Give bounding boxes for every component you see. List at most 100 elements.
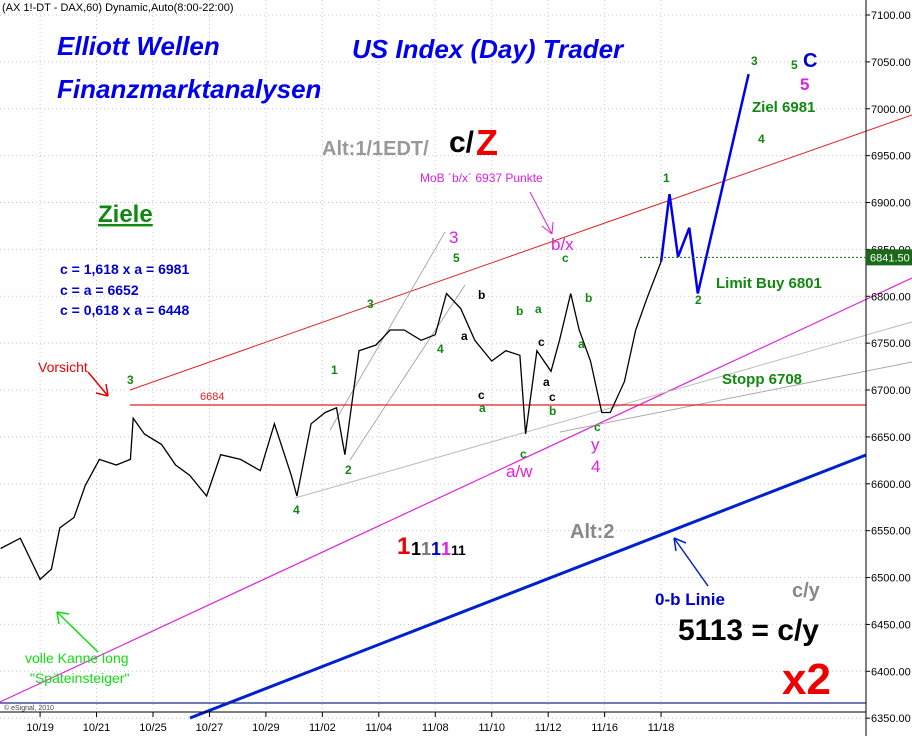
annotation: Stopp 6708 — [722, 371, 802, 388]
annotation: 4 — [591, 457, 600, 476]
arrow — [529, 191, 554, 235]
annotation: 2 — [695, 293, 702, 307]
annotation: c/ — [449, 126, 475, 159]
annotation: 5 — [791, 58, 798, 72]
y-tick-label: 7000.00 — [871, 104, 911, 116]
annotation: c — [538, 335, 545, 349]
y-tick-label: 6750.00 — [871, 338, 911, 350]
annotation: MoB ´b/x´ 6937 Punkte — [420, 171, 543, 185]
annotation: 1 — [441, 539, 451, 559]
annotation: 1 — [421, 539, 431, 559]
y-tick-label: 6550.00 — [871, 526, 911, 538]
plot: 6684 — [0, 73, 866, 581]
y-tick-label: 6900.00 — [871, 198, 911, 210]
annotation: 4 — [437, 342, 444, 356]
annotation: US Index (Day) Trader — [352, 34, 625, 64]
annotation: 1 — [397, 533, 410, 560]
annotation: c — [594, 420, 601, 434]
annotation: 1 — [663, 171, 670, 185]
annotation: y — [591, 435, 600, 454]
annotation: Limit Buy 6801 — [716, 275, 822, 292]
annotation: Ziele — [98, 201, 153, 228]
x-tick-label: 10/19 — [26, 722, 54, 734]
annotation: c — [549, 390, 556, 404]
credit: © eSignal, 2010 — [4, 704, 54, 712]
annotation: b — [585, 291, 592, 305]
annotation: a — [578, 337, 585, 351]
x-tick-label: 11/12 — [535, 722, 562, 734]
x-tick-label: 11/04 — [365, 722, 392, 734]
annotation: volle Kanne long — [25, 650, 129, 666]
y-tick-label: 6400.00 — [871, 666, 911, 678]
annotation: 5113 = c/y — [678, 614, 819, 647]
annotation: Elliott Wellen — [57, 31, 220, 61]
trend-line — [294, 321, 912, 499]
annotation: 4 — [758, 132, 765, 146]
annotation: Alt:1/1EDT/ — [322, 138, 429, 160]
y-tick-label: 7100.00 — [871, 10, 911, 22]
annotation: a — [479, 401, 486, 415]
last-price-box — [866, 249, 912, 266]
annotation: Alt:2 — [570, 521, 614, 543]
annotation: a/w — [506, 462, 533, 481]
annotation: a — [535, 302, 542, 316]
annotation: 3 — [367, 297, 374, 311]
last-price-label: 6841.50 — [870, 252, 910, 264]
annotation: b — [549, 404, 556, 418]
annotation: b/x — [551, 235, 574, 254]
trend-line — [0, 277, 912, 703]
annotation: 11 — [451, 542, 466, 558]
x-tick-label: 10/29 — [252, 722, 280, 734]
annotation: c/y — [792, 580, 821, 602]
annotation: 3 — [127, 373, 134, 387]
annotation: "Späteinsteiger" — [30, 670, 129, 686]
arrow — [87, 371, 109, 397]
x-tick-label: 10/27 — [196, 722, 224, 734]
annotation: b — [516, 304, 523, 318]
y-tick-label: 6350.00 — [871, 713, 911, 725]
annotation: 3 — [449, 228, 458, 247]
x-tick-label: 10/25 — [139, 722, 167, 734]
y-tick-label: 6950.00 — [871, 151, 911, 163]
channel-line — [349, 284, 466, 461]
annotation: Vorsicht — [38, 359, 88, 375]
annotation: 1 — [331, 363, 338, 377]
x-tick-label: 10/21 — [83, 722, 111, 734]
y-tick-label: 6450.00 — [871, 619, 911, 631]
grid — [0, 0, 866, 719]
reference-label: 6684 — [200, 391, 224, 403]
y-tick-label: 6650.00 — [871, 432, 911, 444]
annotation: Z — [476, 122, 498, 163]
annotation: C — [803, 50, 817, 72]
y-tick-label: 6700.00 — [871, 385, 911, 397]
annotation: Finanzmarktanalysen — [57, 74, 321, 104]
channel-line — [129, 114, 912, 391]
annotation: x2 — [782, 655, 831, 704]
annotation: 1 — [411, 539, 421, 559]
annotation: 1 — [431, 539, 441, 559]
annotation: c = 1,618 x a = 6981 — [60, 261, 189, 277]
y-tick-label: 6500.00 — [871, 573, 911, 585]
y-tick-label: 6800.00 — [871, 291, 911, 303]
arrow — [673, 537, 709, 587]
x-tick-label: 11/18 — [648, 722, 675, 734]
annotation: 4 — [293, 503, 300, 517]
x-tick-label: 11/10 — [478, 722, 505, 734]
arrow — [56, 611, 99, 653]
y-tick-label: 7050.00 — [871, 57, 911, 69]
header: (AX 1!-DT - DAX,60) Dynamic,Auto(8:00-22… — [2, 2, 234, 14]
annotation: 3 — [751, 54, 758, 68]
annotation: 5 — [453, 251, 460, 265]
annotation: 2 — [345, 463, 352, 477]
annotation: Ziel 6981 — [752, 99, 815, 116]
x-tick-label: 11/16 — [591, 722, 618, 734]
annotation: c — [478, 388, 485, 402]
zero-b-line — [189, 453, 867, 720]
annotation: a — [461, 329, 468, 343]
price-line — [659, 73, 750, 294]
y-tick-label: 6600.00 — [871, 479, 911, 491]
annotation: b — [478, 288, 485, 302]
annotation: 0-b Linie — [655, 590, 725, 609]
x-tick-label: 11/02 — [309, 722, 336, 734]
